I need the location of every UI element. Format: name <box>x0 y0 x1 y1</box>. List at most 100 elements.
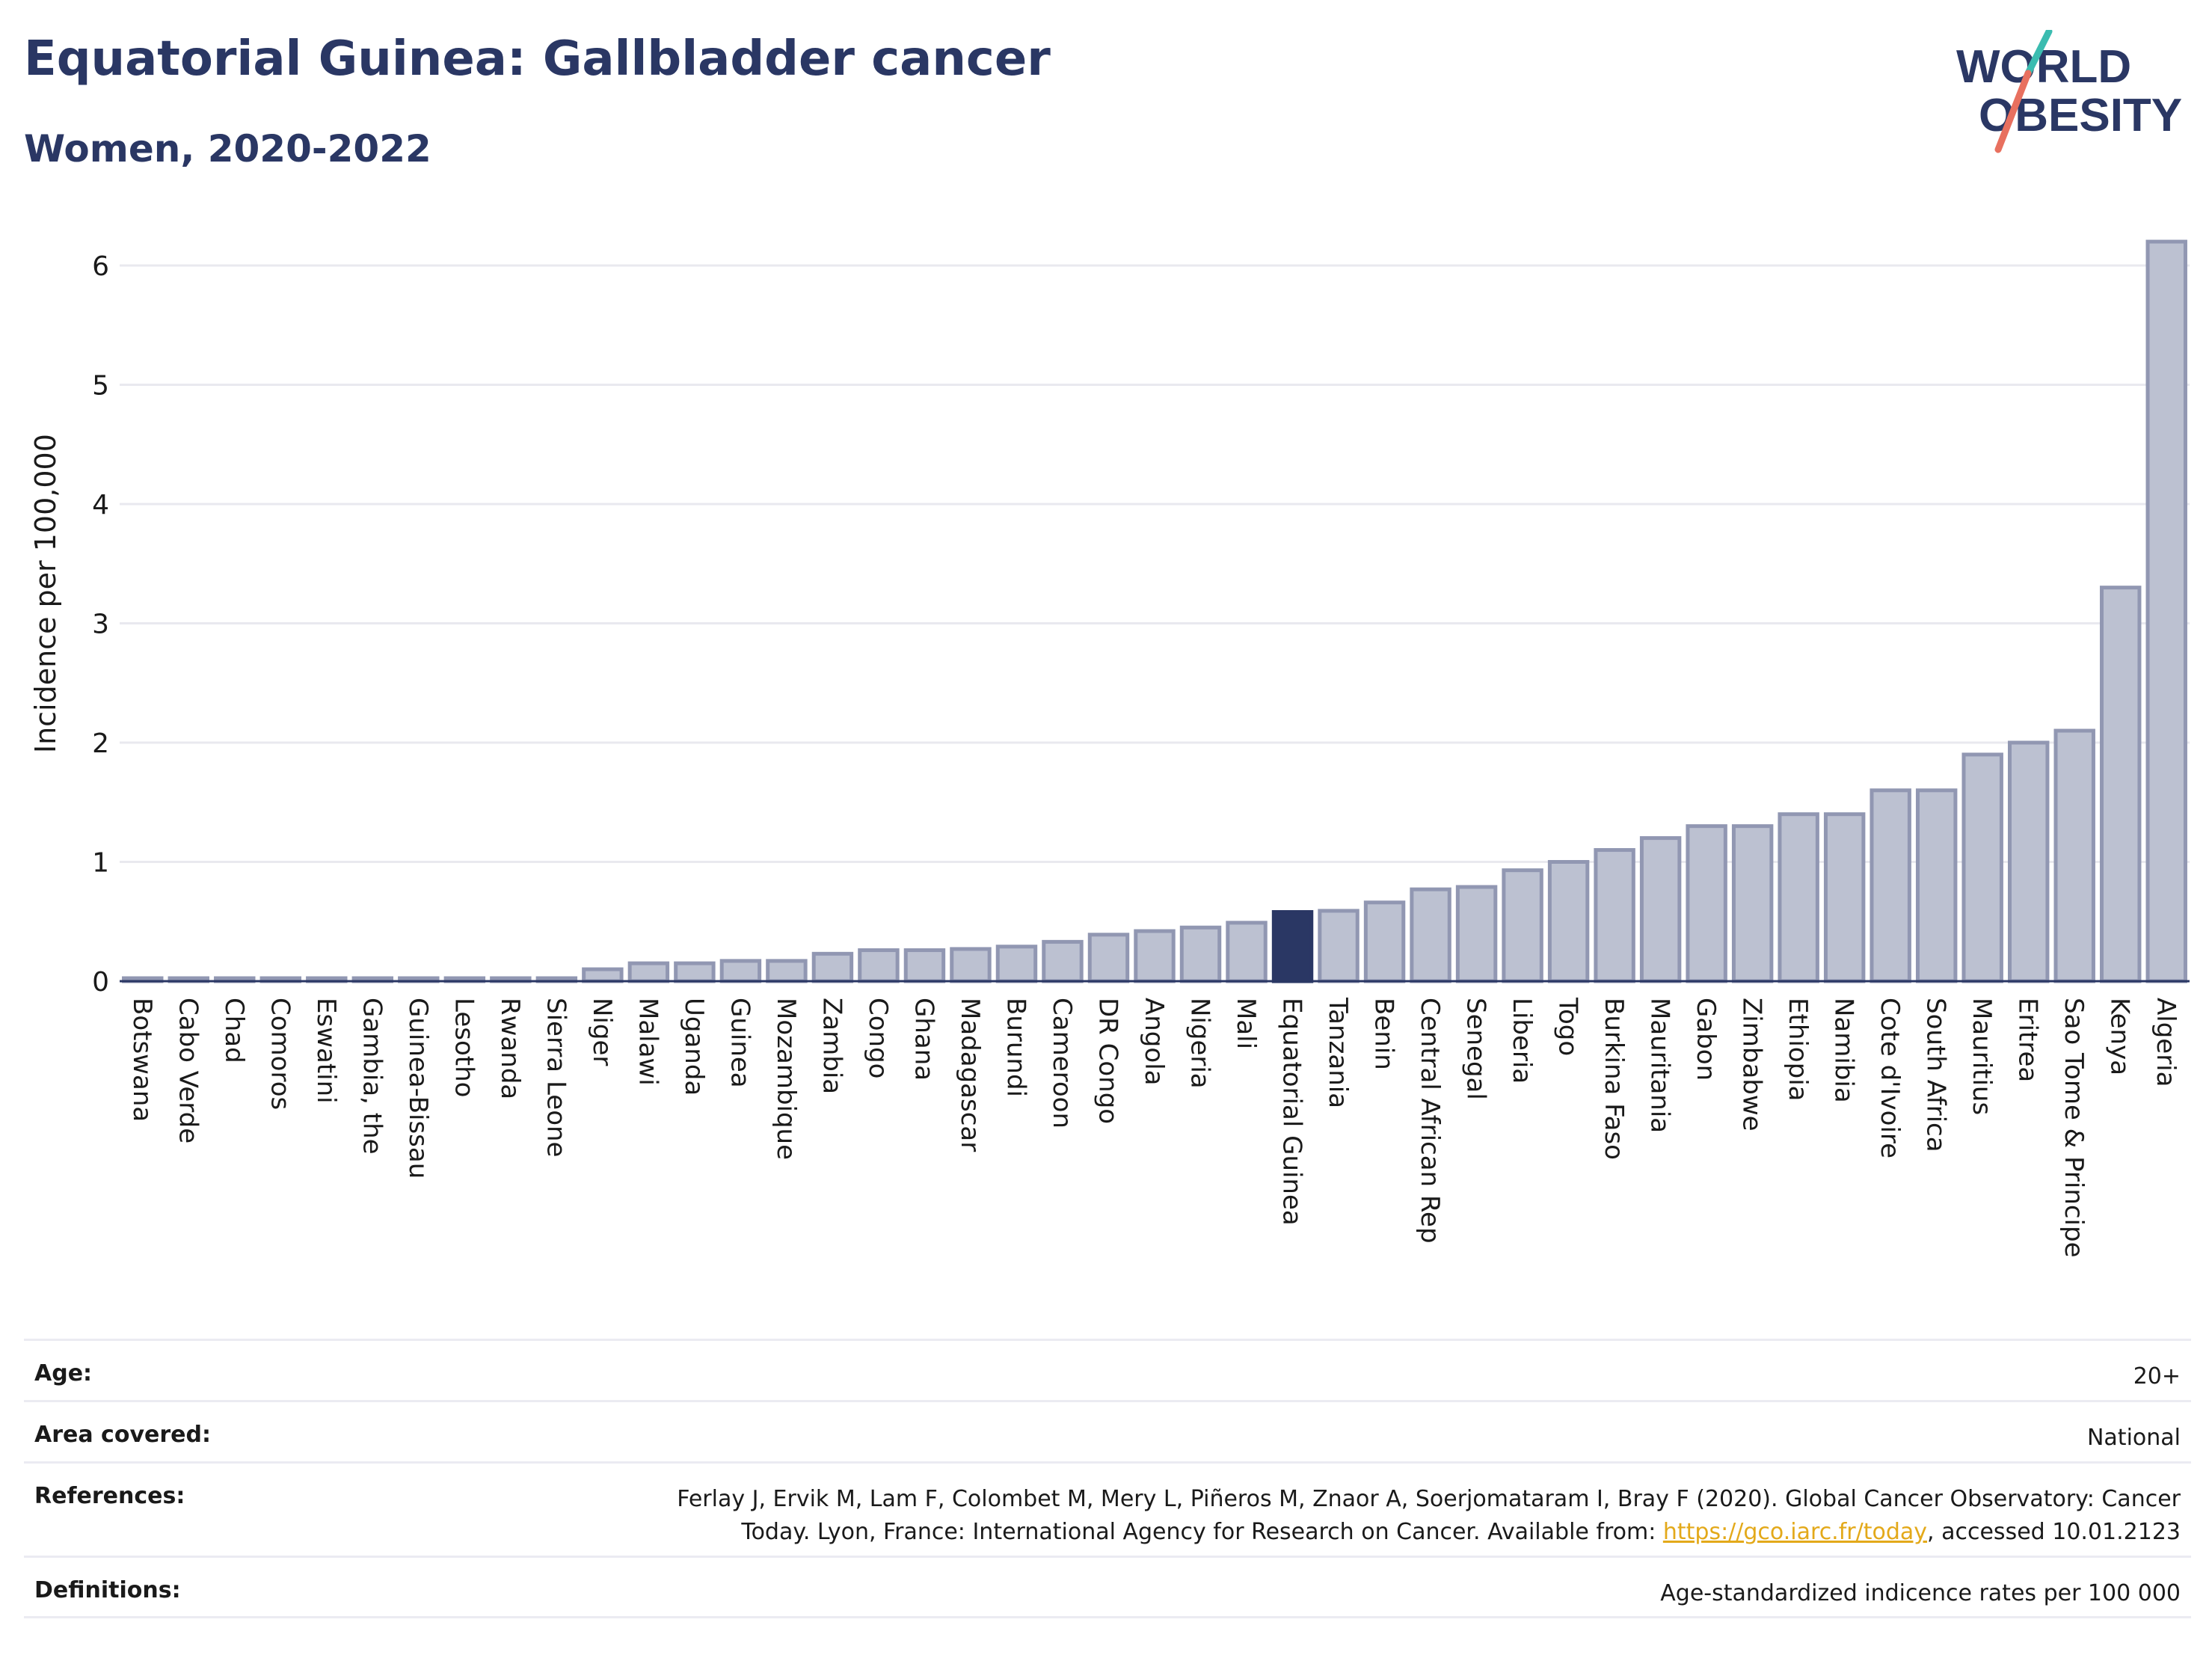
x-tick-label: Mauritius <box>1967 998 1997 1115</box>
x-tick-label: Guinea-Bissau <box>403 998 433 1179</box>
x-tick-label: Rwanda <box>495 998 525 1099</box>
grid-lines <box>120 264 2190 863</box>
x-tick-label: Guinea <box>725 998 755 1088</box>
x-tick-label: Sao Tome & Principe <box>2059 998 2089 1258</box>
x-tick-label: Uganda <box>679 998 709 1096</box>
x-tick-label: Nigeria <box>1185 998 1215 1089</box>
logo-slash-coral <box>1994 70 2032 153</box>
bar-burkina-faso <box>1594 848 1635 983</box>
definitions-value: Age-standardized indicence rates per 100… <box>1660 1580 2181 1606</box>
bar-nigeria <box>1179 925 1222 983</box>
y-tick-label: 2 <box>92 728 109 759</box>
page-title: Equatorial Guinea: Gallbladder cancer <box>24 31 1051 87</box>
x-tick-label: Ghana <box>909 998 938 1081</box>
bar-malawi <box>627 961 670 983</box>
x-tick-label: Mozambique <box>771 998 801 1160</box>
x-tick-label: Equatorial Guinea <box>1277 998 1307 1226</box>
area-label: Area covered: <box>34 1422 211 1448</box>
x-tick-label: Angola <box>1139 998 1169 1085</box>
x-tick-label: Tanzania <box>1323 997 1353 1108</box>
x-tick-label: Comoros <box>265 998 295 1110</box>
x-tick-label: Mauritania <box>1645 998 1675 1133</box>
x-tick-label: Namibia <box>1829 998 1859 1103</box>
x-tick-label: Malawi <box>633 998 663 1086</box>
bar-kenya <box>2100 586 2142 983</box>
x-tick-label: Cameroon <box>1047 998 1077 1129</box>
bar-burundi <box>995 945 1038 983</box>
y-tick-label: 0 <box>92 967 109 998</box>
bar-central-african-rep <box>1410 887 1451 983</box>
bar-chart: 0 1 2 3 4 5 6 Botswana Cabo Verde Chad Comoros Esw… <box>29 239 2190 1258</box>
y-tick-label: 4 <box>92 490 109 521</box>
bar-togo <box>1547 860 1590 983</box>
area-value: National <box>2086 1425 2181 1451</box>
references-label: References: <box>34 1483 185 1509</box>
bars <box>122 239 2187 983</box>
x-tick-label: Senegal <box>1461 998 1491 1100</box>
x-tick-label: Central African Rep <box>1415 998 1445 1244</box>
bar-mali <box>1226 921 1268 983</box>
x-axis-labels: Botswana Cabo Verde Chad Comoros Eswatini Gam… <box>127 997 2181 1258</box>
meta-row-area: Area covered: National <box>24 1400 2191 1461</box>
x-tick-label: Gambia, the <box>357 998 387 1155</box>
references-value: Ferlay J, Ervik M, Lam F, Colombet M, Me… <box>677 1483 2181 1549</box>
metadata-table: Age: 20+ Area covered: National Referenc… <box>24 1339 2191 1618</box>
x-tick-label: South Africa <box>1921 998 1951 1152</box>
bar-namibia <box>1823 812 1866 983</box>
y-axis-title: Incidence per 100,000 <box>29 434 62 753</box>
y-tick-label: 5 <box>92 371 109 402</box>
x-tick-label: Zimbabwe <box>1737 998 1767 1132</box>
bar-ghana <box>903 948 946 983</box>
references-text-line1: Ferlay J, Ervik M, Lam F, Colombet M, Me… <box>677 1486 2181 1512</box>
x-tick-label: Burundi <box>1001 998 1030 1097</box>
bar-ethiopia <box>1778 812 1819 983</box>
meta-row-age: Age: 20+ <box>24 1339 2191 1400</box>
bar-tanzania <box>1318 909 1360 983</box>
bar-zimbabwe <box>1731 824 1774 983</box>
x-tick-label: Zambia <box>817 998 847 1094</box>
bar-mozambique <box>766 959 808 983</box>
age-value: 20+ <box>2133 1363 2181 1390</box>
x-tick-label: Botswana <box>127 998 157 1122</box>
bar-zambia <box>811 951 854 983</box>
y-tick-label: 3 <box>92 610 109 640</box>
y-tick-label: 6 <box>92 251 109 282</box>
x-tick-label: Mali <box>1231 998 1261 1049</box>
x-tick-label: Cote d'Ivoire <box>1875 998 1905 1158</box>
y-tick-label: 1 <box>92 848 109 879</box>
x-tick-label: Kenya <box>2105 998 2135 1075</box>
bar-guinea <box>719 959 762 983</box>
world-obesity-logo: WORLD OBESITY <box>1956 30 2182 153</box>
x-tick-label: Gabon <box>1691 998 1721 1081</box>
bar-dr-congo <box>1087 933 1130 983</box>
bar-south-africa <box>1915 788 1958 983</box>
bar-sao-tome-principe <box>2053 728 2095 983</box>
x-tick-label: Sierra Leone <box>541 998 571 1157</box>
references-text-accessed: , accessed 10.01.2123 <box>1927 1519 2181 1545</box>
meta-row-references: References: Ferlay J, Ervik M, Lam F, Co… <box>24 1461 2191 1556</box>
meta-row-definitions: Definitions: Age-standardized indicence … <box>24 1556 2191 1618</box>
x-tick-label: Algeria <box>2151 998 2181 1087</box>
references-link[interactable]: https://gco.iarc.fr/today <box>1662 1519 1928 1545</box>
age-label: Age: <box>34 1360 93 1387</box>
bar-benin <box>1363 900 1406 983</box>
x-tick-label: Ethiopia <box>1783 998 1813 1101</box>
bar-angola <box>1134 929 1176 983</box>
bar-eritrea <box>2007 740 2050 983</box>
bar-senegal <box>1455 885 1498 983</box>
x-tick-label: Eritrea <box>2013 998 2043 1082</box>
y-axis-ticks: 0 1 2 3 4 5 6 <box>92 251 109 998</box>
bar-algeria <box>2145 239 2187 983</box>
x-tick-label: Chad <box>219 998 249 1063</box>
x-tick-label: Togo <box>1553 997 1583 1056</box>
logo-slash-teal <box>2024 30 2053 77</box>
bar-cameroon <box>1042 939 1084 983</box>
x-tick-label: Congo <box>863 998 893 1078</box>
page-subtitle: Women, 2020-2022 <box>24 127 431 171</box>
bar-uganda <box>674 961 716 983</box>
bar-gabon <box>1686 824 1727 983</box>
logo-text-world: WORLD <box>1956 41 2131 93</box>
x-tick-label: Benin <box>1369 998 1399 1070</box>
bar-niger <box>582 967 624 983</box>
x-tick-label: Eswatini <box>311 998 341 1104</box>
